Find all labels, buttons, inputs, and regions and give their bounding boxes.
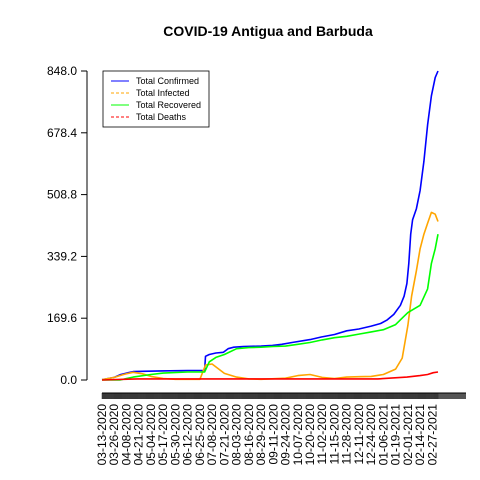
y-tick-label: 508.8 (47, 188, 77, 202)
y-tick-label: 339.2 (47, 249, 77, 263)
x-tick-label: 05-17-2020 (156, 404, 170, 466)
chart-title: COVID-19 Antigua and Barbuda (163, 23, 373, 39)
x-tick-label: 08-03-2020 (230, 404, 244, 466)
y-tick-label: 169.6 (47, 311, 77, 325)
x-tick-label: 03-13-2020 (95, 404, 109, 466)
x-tick-label: 01-06-2021 (376, 404, 390, 466)
legend-label: Total Confirmed (136, 76, 199, 86)
x-tick-label: 02-01-2021 (401, 404, 415, 466)
x-tick-label: 11-15-2020 (327, 404, 341, 465)
x-axis: 03-13-202003-26-202004-08-202004-21-2020… (95, 392, 466, 466)
series-line-total-deaths (101, 371, 439, 381)
x-tick-label: 12-11-2020 (352, 404, 366, 465)
x-tick-label: 07-21-2020 (217, 404, 231, 466)
series-line-total-infected (101, 211, 439, 381)
y-axis: 0.0 169.6 339.2 508.8 678.4 848.0 (47, 64, 88, 387)
x-tick-label: 12-24-2020 (364, 404, 378, 466)
x-tick-label: 11-02-2020 (315, 404, 329, 465)
x-tick-label: 02-14-2021 (413, 404, 427, 466)
legend-label: Total Recovered (136, 100, 201, 110)
series-layer (101, 70, 439, 381)
y-tick-label: 0.0 (60, 373, 77, 387)
legend-box (102, 70, 210, 128)
x-tick-label: 09-24-2020 (279, 404, 293, 466)
x-tick-label: 04-21-2020 (132, 404, 146, 466)
legend-label: Total Infected (136, 88, 190, 98)
x-tick-label: 08-29-2020 (254, 404, 268, 466)
x-tick-label: 02-27-2021 (425, 404, 439, 466)
x-tick-label: 06-25-2020 (193, 404, 207, 466)
x-tick-label: 11-28-2020 (340, 404, 354, 465)
series-line-total-confirmed (101, 70, 439, 381)
series-line-total-recovered (102, 234, 439, 381)
x-tick-label: 06-12-2020 (181, 404, 195, 466)
legend: Total Confirmed Total Infected Total Recov… (102, 70, 210, 128)
x-tick-label: 08-16-2020 (242, 404, 256, 466)
x-tick-label: 07-08-2020 (205, 404, 219, 466)
x-tick-label: 10-20-2020 (303, 404, 317, 466)
x-tick-label: 01-19-2021 (389, 404, 403, 466)
y-tick-label: 848.0 (47, 64, 77, 78)
legend-label: Total Deaths (136, 112, 187, 122)
x-tick-label: 09-11-2020 (266, 404, 280, 465)
x-tick-label: 10-07-2020 (291, 404, 305, 466)
x-tick-label: 03-26-2020 (107, 404, 121, 466)
x-axis-tick-band (102, 393, 466, 399)
y-tick-label: 678.4 (47, 126, 77, 140)
x-tick-label: 05-30-2020 (168, 404, 182, 466)
x-tick-label: 04-08-2020 (119, 404, 133, 466)
x-tick-label: 05-04-2020 (144, 404, 158, 466)
